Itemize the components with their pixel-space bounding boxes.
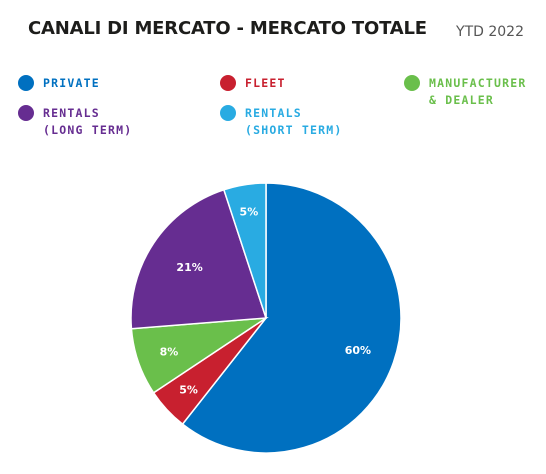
- legend-label-private: PRIVATE: [43, 76, 100, 90]
- legend-item-manufacturer-dealer: MANUFACTURER & DEALER: [404, 75, 526, 109]
- pie-slice-rentals-short-term: [222, 182, 267, 319]
- slice-label-private: 60%: [345, 344, 371, 357]
- pie-slice-rentals-long-term: [130, 188, 268, 330]
- legend-swatch-private: [18, 75, 34, 91]
- legend-label-manufacturer-dealer: MANUFACTURER & DEALER: [429, 76, 527, 107]
- legend-swatch-manufacturer-dealer: [404, 75, 420, 91]
- period-label: YTD 2022: [456, 24, 524, 40]
- slice-label-fleet: 5%: [179, 383, 198, 396]
- chart-title: CANALI DI MERCATO - MERCATO TOTALE: [28, 18, 427, 39]
- legend-item-fleet: FLEET: [220, 75, 286, 92]
- legend-item-private: PRIVATE: [18, 75, 100, 92]
- slice-label-rentals-short-term: 5%: [240, 205, 259, 218]
- slice-label-manufacturer-dealer: 8%: [160, 346, 179, 359]
- legend-item-rentals-short-term: RENTALS (SHORT TERM): [220, 105, 342, 139]
- legend-swatch-rentals-short-term: [220, 105, 236, 121]
- legend-item-rentals-long-term: RENTALS (LONG TERM): [18, 105, 132, 139]
- slice-label-rentals-long-term: 21%: [176, 261, 202, 274]
- legend-swatch-rentals-long-term: [18, 105, 34, 121]
- legend-label-rentals-long-term: RENTALS (LONG TERM): [43, 106, 133, 137]
- legend-swatch-fleet: [220, 75, 236, 91]
- pie-slice-private: [181, 182, 402, 454]
- legend-label-rentals-short-term: RENTALS (SHORT TERM): [245, 106, 343, 137]
- legend-label-fleet: FLEET: [245, 76, 286, 90]
